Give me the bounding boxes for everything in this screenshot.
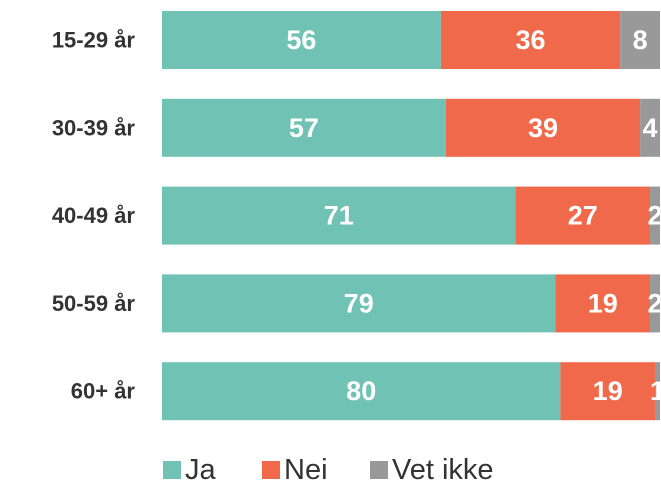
legend-swatch xyxy=(370,461,388,479)
data-label: 1 xyxy=(650,376,661,406)
bar-segment xyxy=(445,98,641,157)
bar-segment xyxy=(162,274,556,333)
data-label: 56 xyxy=(286,25,316,55)
bar-segment xyxy=(162,11,441,69)
bar-segment xyxy=(620,11,660,69)
bar-segment xyxy=(560,362,656,421)
legend-swatch xyxy=(262,461,280,479)
bar-segment xyxy=(162,98,446,157)
legend-swatch xyxy=(163,461,181,479)
bar-segment xyxy=(640,98,660,157)
data-label: 8 xyxy=(633,25,648,55)
y-tick-label: 15-29 år xyxy=(52,28,136,53)
legend-label: Nei xyxy=(284,454,328,486)
y-tick-label: 30-39 år xyxy=(52,115,136,140)
data-label: 19 xyxy=(588,288,618,318)
bar-segment xyxy=(650,186,660,245)
bar-segment xyxy=(162,362,561,421)
bar-segment xyxy=(555,274,651,333)
data-label: 27 xyxy=(568,201,598,231)
data-label: 2 xyxy=(648,288,661,318)
bar-segment xyxy=(440,11,621,69)
data-label: 71 xyxy=(324,201,354,231)
bar-segment xyxy=(515,186,651,245)
y-tick-label: 60+ år xyxy=(71,379,136,404)
data-label: 79 xyxy=(344,288,374,318)
y-tick-label: 50-59 år xyxy=(52,291,136,316)
data-label: 57 xyxy=(289,113,319,143)
bar-segment xyxy=(162,186,516,245)
data-label: 80 xyxy=(346,376,376,406)
data-label: 36 xyxy=(515,25,545,55)
bar-segment xyxy=(655,362,660,421)
data-label: 4 xyxy=(643,113,658,143)
data-label: 19 xyxy=(593,376,623,406)
bar-segment xyxy=(650,274,660,333)
data-label: 2 xyxy=(648,201,661,231)
legend-label: Vet ikke xyxy=(392,454,494,486)
legend-label: Ja xyxy=(185,454,217,486)
data-label: 39 xyxy=(528,113,558,143)
y-tick-label: 40-49 år xyxy=(52,203,136,228)
